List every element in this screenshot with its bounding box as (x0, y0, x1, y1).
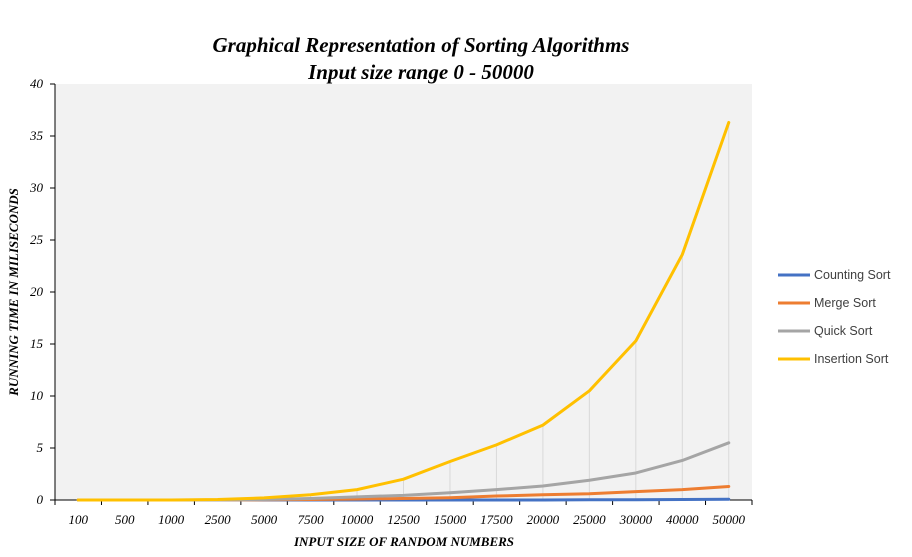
x-tick-label: 40000 (666, 512, 699, 527)
y-axis-title: RUNNING TIME IN MILISECONDS (6, 188, 21, 397)
x-axis-ticks: 100 500 1000 2500 5000 7500 10000 12500 15000 175… (54, 500, 753, 527)
x-tick-label: 2500 (205, 512, 232, 527)
y-tick-label: 0 (37, 492, 44, 507)
x-tick-label: 12500 (387, 512, 420, 527)
y-axis-ticks: 0 5 10 15 20 25 30 35 40 (29, 76, 55, 507)
series-lines (76, 120, 731, 502)
y-tick-label: 25 (30, 232, 44, 247)
x-tick-label: 7500 (298, 512, 325, 527)
x-tick-label: 500 (115, 512, 135, 527)
y-tick-label: 40 (30, 76, 44, 91)
y-tick-label: 20 (30, 284, 44, 299)
x-tick-label: 100 (68, 512, 88, 527)
plot-area (55, 84, 752, 500)
y-tick-label: 10 (30, 388, 44, 403)
x-tick-label: 25000 (573, 512, 606, 527)
x-tick-label: 30000 (619, 512, 653, 527)
y-tick-label: 35 (29, 128, 44, 143)
y-tick-label: 15 (30, 336, 44, 351)
x-tick-label: 1000 (158, 512, 185, 527)
legend-label: Quick Sort (814, 324, 873, 338)
legend-label: Counting Sort (814, 268, 891, 282)
y-tick-label: 5 (37, 440, 44, 455)
legend: Counting Sort Merge Sort Quick Sort Inserti… (778, 268, 891, 366)
legend-label: Insertion Sort (814, 352, 889, 366)
x-axis-title: INPUT SIZE OF RANDOM NUMBERS (293, 534, 514, 549)
x-tick-label: 15000 (434, 512, 467, 527)
x-tick-label: 50000 (713, 512, 746, 527)
y-tick-label: 30 (29, 180, 44, 195)
legend-label: Merge Sort (814, 296, 876, 310)
chart-subtitle: Input size range 0 - 50000 (307, 60, 534, 84)
x-tick-label: 20000 (527, 512, 560, 527)
series-line-3 (76, 120, 731, 502)
x-tick-label: 10000 (341, 512, 374, 527)
chart-title: Graphical Representation of Sorting Algo… (213, 33, 630, 57)
x-tick-label: 5000 (251, 512, 278, 527)
x-tick-label: 17500 (480, 512, 513, 527)
